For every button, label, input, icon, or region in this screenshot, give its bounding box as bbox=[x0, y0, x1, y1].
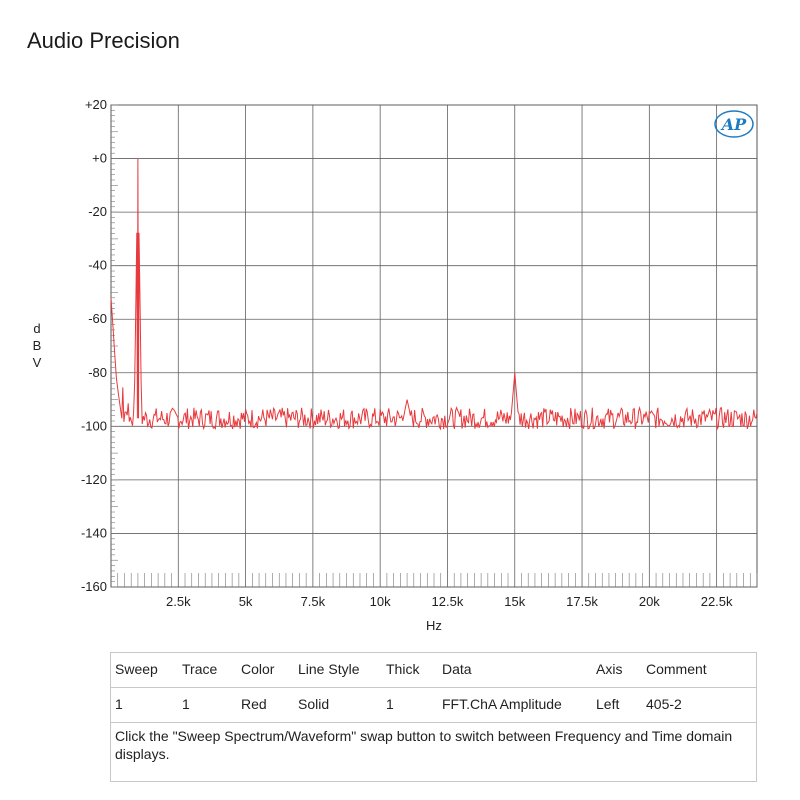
legend-header: Sweep bbox=[115, 661, 158, 677]
legend-panel bbox=[110, 652, 757, 782]
y-tick-label: -140 bbox=[81, 525, 107, 540]
x-tick-label: 15k bbox=[504, 594, 525, 609]
chart-grid bbox=[110, 104, 758, 588]
plot-area bbox=[110, 104, 758, 588]
chart-ticks bbox=[111, 104, 758, 588]
x-tick-labels: 2.5k 5k 7.5k 10k 12.5k 15k 17.5k 20k 22.5k bbox=[166, 594, 733, 609]
legend-table: Sweep Trace Color Line Style Thick Data … bbox=[111, 652, 757, 772]
y-tick-label: +20 bbox=[85, 97, 107, 112]
y-tick-label: +0 bbox=[92, 151, 107, 166]
x-tick-label: 10k bbox=[370, 594, 391, 609]
y-tick-label: -40 bbox=[88, 258, 107, 273]
legend-header: Thick bbox=[386, 661, 420, 677]
y-tick-label: -80 bbox=[88, 365, 107, 380]
series-trace bbox=[110, 158, 758, 431]
x-tick-label: 12.5k bbox=[432, 594, 464, 609]
legend-header: Color bbox=[241, 661, 275, 677]
x-tick-label: 5k bbox=[239, 594, 253, 609]
legend-cell: Solid bbox=[298, 695, 330, 712]
y-tick-label: -20 bbox=[88, 204, 107, 219]
legend-cell: FFT.ChA Amplitude bbox=[442, 695, 562, 712]
x-tick-label: 22.5k bbox=[701, 594, 733, 609]
x-axis-label: Hz bbox=[426, 618, 442, 633]
legend-header: Line Style bbox=[298, 661, 360, 677]
y-tick-label: -120 bbox=[81, 472, 107, 487]
legend-header: Data bbox=[442, 661, 472, 677]
logo-text: AP bbox=[720, 115, 747, 134]
y-tick-label: -160 bbox=[81, 579, 107, 594]
y-tick-label: -60 bbox=[88, 311, 107, 326]
legend-cell: 1 bbox=[115, 695, 123, 712]
legend-cell: 1 bbox=[386, 695, 394, 712]
y-tick-label: -100 bbox=[81, 418, 107, 433]
x-tick-label: 20k bbox=[639, 594, 660, 609]
legend-cell: Left bbox=[596, 695, 620, 712]
fft-chart: 2.5k 5k 7.5k 10k 12.5k 15k 17.5k 20k 22.5k +20 +0… bbox=[81, 97, 758, 633]
legend-header-row: Sweep Trace Color Line Style Thick Data … bbox=[111, 652, 757, 686]
app-title: Audio Precision bbox=[27, 28, 180, 53]
legend-row: 1 1 Red Solid 1 FFT.ChA Amplitude Left 4… bbox=[111, 686, 757, 721]
x-tick-label: 2.5k bbox=[166, 594, 191, 609]
legend-cell: 405-2 bbox=[646, 695, 682, 712]
ap-logo-icon: AP bbox=[714, 110, 754, 138]
legend-note-row: Click the "Sweep Spectrum/Waveform" swap… bbox=[111, 721, 757, 772]
legend-header: Comment bbox=[646, 661, 707, 677]
legend-cell: 1 bbox=[182, 695, 190, 712]
legend-header: Axis bbox=[596, 661, 623, 677]
y-tick-labels: +20 +0 -20 -40 -60 -80 -100 -120 -140 -160 bbox=[81, 97, 107, 594]
x-tick-label: 7.5k bbox=[301, 594, 326, 609]
y-axis-label: dBV bbox=[32, 321, 42, 370]
legend-note: Click the "Sweep Spectrum/Waveform" swap… bbox=[115, 728, 733, 762]
x-tick-label: 17.5k bbox=[566, 594, 598, 609]
legend-header: Trace bbox=[182, 661, 218, 677]
legend-cell: Red bbox=[241, 695, 267, 712]
